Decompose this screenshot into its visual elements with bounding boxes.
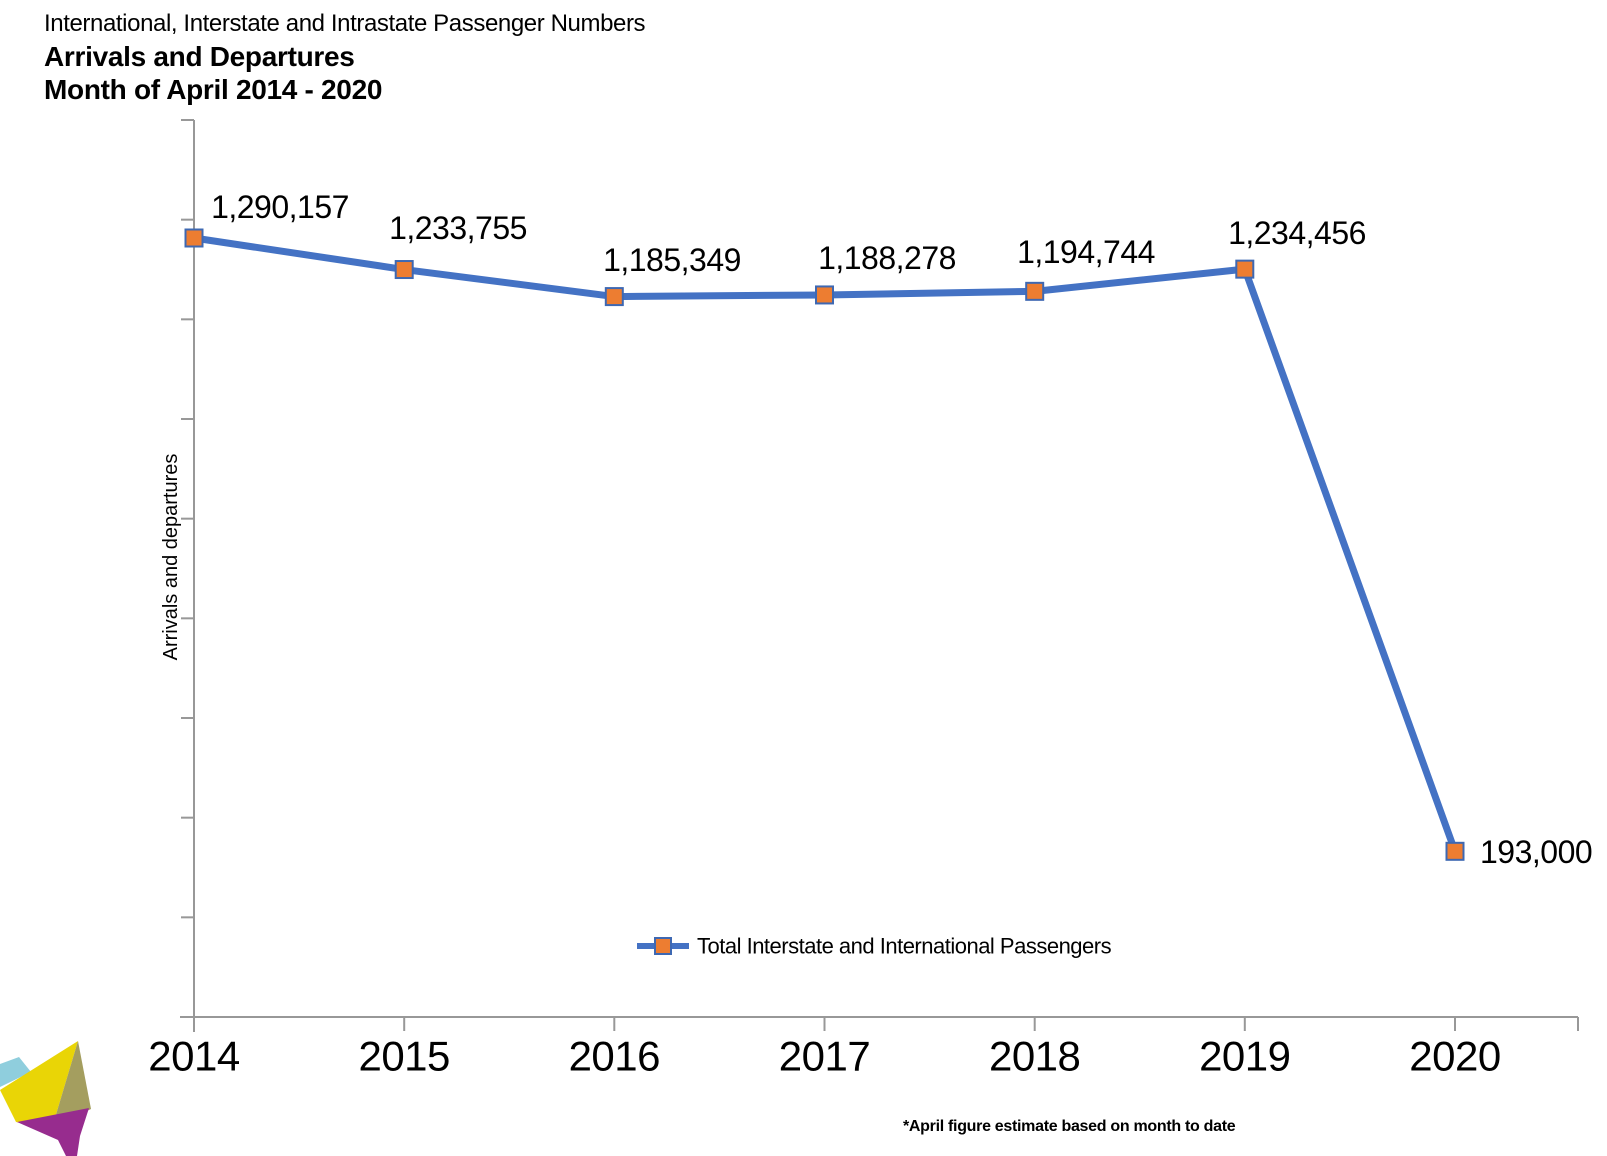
data-label-2015: 1,233,755: [389, 210, 527, 246]
data-label-2019: 1,234,456: [1228, 215, 1366, 251]
title-block: International, Interstate and Intrastate…: [44, 8, 646, 106]
data-label-2016: 1,185,349: [603, 242, 741, 278]
x-axis-label-2017: 2017: [779, 1033, 870, 1080]
data-label-2018: 1,194,744: [1017, 234, 1155, 270]
series-line-total-passengers: [190, 234, 1459, 855]
logo-facet-olive: [52, 1041, 91, 1128]
x-axis-label-2018: 2018: [989, 1033, 1080, 1080]
data-label-2017: 1,188,278: [818, 240, 956, 276]
data-marker-2014: [184, 228, 204, 248]
data-marker-2020: [1445, 841, 1465, 861]
x-axis-label-2016: 2016: [569, 1033, 660, 1080]
data-marker-2016: [604, 287, 624, 307]
chart-period: Month of April 2014 - 2020: [44, 74, 383, 105]
data-marker-2015: [394, 260, 414, 280]
logo-facet-purple: [17, 1108, 89, 1156]
chart-subtitle: International, Interstate and Intrastate…: [44, 10, 646, 37]
logo-facet-sky: [0, 1057, 31, 1087]
legend-marker-icon: [654, 937, 672, 955]
data-marker-2019: [1235, 259, 1255, 279]
data-marker-2017: [815, 285, 834, 305]
data-label-2020: 193,000: [1480, 834, 1592, 870]
faceted-origami-logo: [0, 1041, 91, 1156]
x-axis-label-2020: 2020: [1409, 1033, 1500, 1080]
x-axis-label-2014: 2014: [148, 1033, 240, 1080]
x-axis-label-2019: 2019: [1199, 1033, 1290, 1080]
data-marker-2018: [1025, 281, 1045, 301]
chart-title: Arrivals and Departures: [44, 41, 355, 72]
data-label-2014: 1,290,157: [211, 189, 349, 225]
legend-label: Total Interstate and International Passe…: [697, 934, 1112, 959]
footnote: *April figure estimate based on month to…: [903, 1118, 1236, 1135]
x-axis-label-2015: 2015: [358, 1033, 449, 1080]
